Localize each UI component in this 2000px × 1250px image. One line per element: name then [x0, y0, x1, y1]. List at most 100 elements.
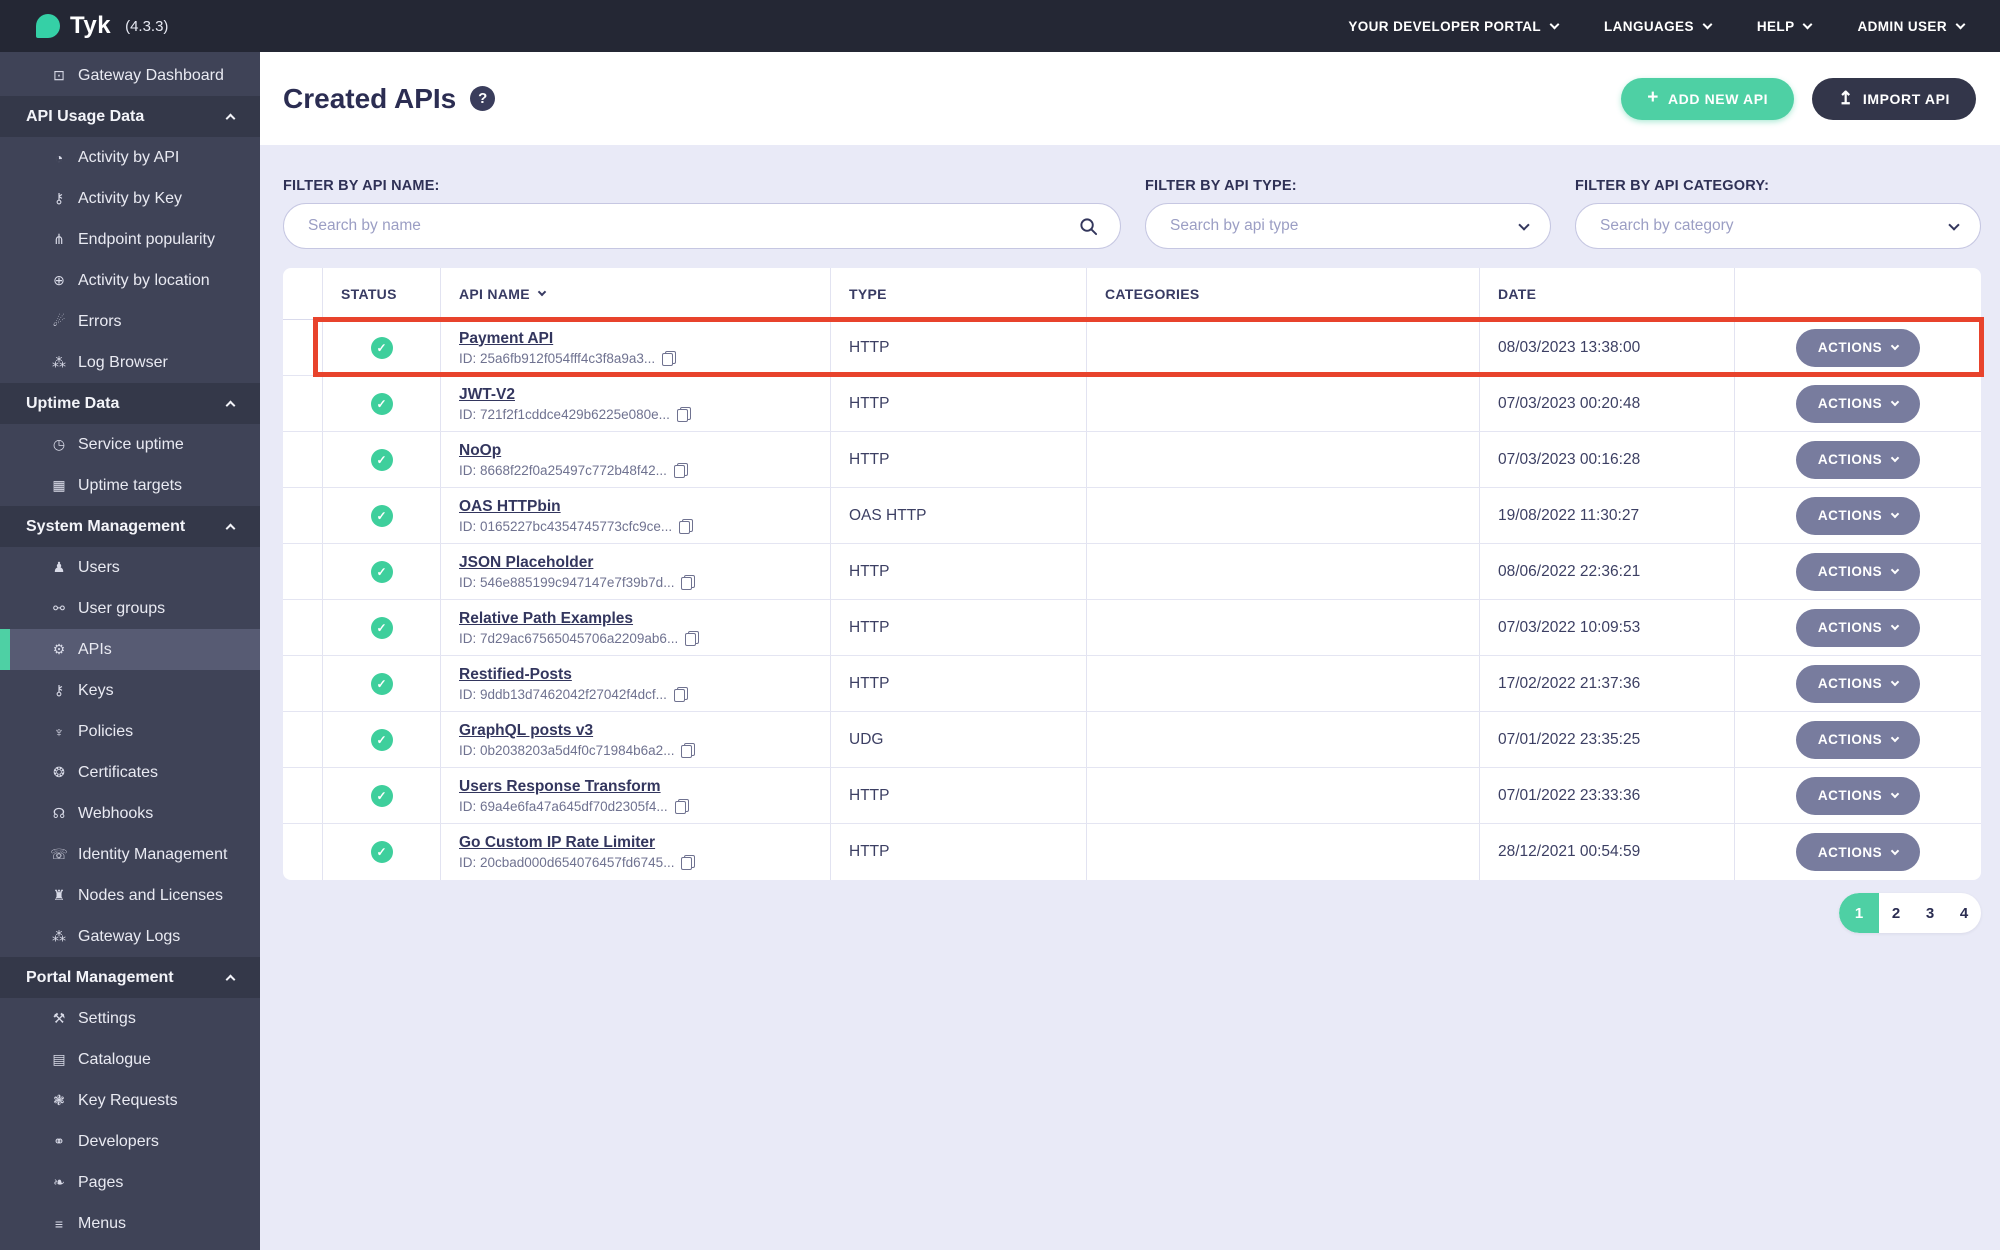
sidebar-item-apis[interactable]: ⚙ APIs [0, 629, 260, 670]
sidebar-item-label: Identity Management [78, 845, 228, 863]
col-api-name[interactable]: API NAME [441, 268, 831, 319]
page-button-3[interactable]: 3 [1925, 904, 1935, 922]
sidebar-item-log-browser[interactable]: ⁂ Log Browser [0, 342, 260, 383]
sidebar-item-pages[interactable]: ❧ Pages [0, 1162, 260, 1203]
sidebar-item-gateway-logs[interactable]: ⁂ Gateway Logs [0, 916, 260, 957]
sidebar-item-policies[interactable]: ♆ Policies [0, 711, 260, 752]
sidebar-item-activity-by-key[interactable]: ⚷ Activity by Key [0, 178, 260, 219]
api-name-link[interactable]: Relative Path Examples [459, 609, 634, 627]
bomb-icon: ☄ [52, 313, 66, 329]
actions-button[interactable]: ACTIONS [1795, 440, 1921, 479]
api-categories-cell [1087, 544, 1480, 599]
api-name-link[interactable]: JWT-V2 [459, 385, 515, 403]
sidebar-item-errors[interactable]: ☄ Errors [0, 301, 260, 342]
api-id-text: ID: 721f2f1cddce429b6225e080e... [459, 406, 670, 422]
certificate-icon: ❂ [53, 764, 65, 780]
actions-label: ACTIONS [1817, 676, 1883, 691]
page-button-4[interactable]: 4 [1959, 904, 1969, 922]
sidebar-item-developers[interactable]: ⚭ Developers [0, 1121, 260, 1162]
search-by-name-input[interactable] [308, 217, 1069, 235]
menu-languages[interactable]: LANGUAGES [1604, 19, 1713, 34]
actions-button[interactable]: ACTIONS [1795, 384, 1921, 423]
sidebar-item-key-requests[interactable]: ❃ Key Requests [0, 1080, 260, 1121]
status-active-icon: ✓ [370, 336, 393, 359]
sidebar-item-endpoint-popularity[interactable]: ⋔ Endpoint popularity [0, 219, 260, 260]
menu-developer-portal[interactable]: YOUR DEVELOPER PORTAL [1348, 18, 1560, 34]
sidebar-item-uptime-targets[interactable]: ▦ Uptime targets [0, 465, 260, 506]
actions-button[interactable]: ACTIONS [1795, 664, 1921, 703]
menu-developer-portal-label: YOUR DEVELOPER PORTAL [1348, 18, 1542, 34]
api-name-link[interactable]: GraphQL posts v3 [459, 721, 594, 739]
menu-help[interactable]: HELP [1757, 19, 1813, 34]
copy-icon[interactable] [673, 462, 688, 478]
sidebar-item-label: Developers [78, 1132, 159, 1150]
api-date-cell: 07/03/2023 00:16:28 [1480, 432, 1735, 487]
api-categories-cell [1087, 768, 1480, 823]
sidebar-item-identity-management[interactable]: ☏ Identity Management [0, 834, 260, 875]
sidebar-item-keys[interactable]: ⚷ Keys [0, 670, 260, 711]
actions-button[interactable]: ACTIONS [1795, 608, 1921, 647]
key-icon: ⚷ [53, 682, 65, 698]
api-categories-cell [1087, 824, 1480, 880]
page-button-2[interactable]: 2 [1891, 904, 1901, 922]
actions-button[interactable]: ACTIONS [1795, 496, 1921, 535]
api-name-link[interactable]: Restified-Posts [459, 665, 572, 683]
copy-icon[interactable] [662, 350, 677, 366]
api-categories-cell [1087, 600, 1480, 655]
sidebar-item-activity-by-location[interactable]: ⊕ Activity by location [0, 260, 260, 301]
api-name-link[interactable]: Users Response Transform [459, 777, 661, 795]
api-name-link[interactable]: OAS HTTPbin [459, 497, 561, 515]
api-type-cell: HTTP [831, 432, 1087, 487]
sidebar-item-catalogue[interactable]: ▤ Catalogue [0, 1039, 260, 1080]
sidebar-section-uptime-data[interactable]: Uptime Data [0, 383, 260, 424]
actions-button[interactable]: ACTIONS [1795, 720, 1921, 759]
actions-button[interactable]: ACTIONS [1795, 833, 1921, 871]
help-icon[interactable]: ? [470, 86, 496, 111]
chevron-down-icon [1890, 565, 1900, 575]
api-name-link[interactable]: Go Custom IP Rate Limiter [459, 834, 656, 851]
globe-icon: ⊕ [53, 272, 65, 288]
api-name-link[interactable]: NoOp [459, 441, 502, 459]
copy-icon[interactable] [673, 686, 688, 702]
sidebar-item-activity-by-api[interactable]: ◔ Activity by API [0, 137, 260, 178]
copy-icon[interactable] [674, 798, 689, 814]
api-date-cell: 08/06/2022 22:36:21 [1480, 544, 1735, 599]
api-name-link[interactable]: JSON Placeholder [459, 553, 594, 571]
api-name-link[interactable]: Payment API [459, 329, 554, 347]
copy-icon[interactable] [685, 630, 700, 646]
api-type-cell: OAS HTTP [831, 488, 1087, 543]
sidebar-item-settings[interactable]: ⚒ Settings [0, 998, 260, 1039]
api-id-text: ID: 9ddb13d7462042f27042f4dcf... [459, 686, 667, 702]
status-active-icon: ✓ [370, 728, 393, 751]
sidebar-item-menus[interactable]: ≡ Menus [0, 1203, 260, 1244]
copy-icon[interactable] [676, 406, 691, 422]
sidebar-item-nodes-and-licenses[interactable]: ♜ Nodes and Licenses [0, 875, 260, 916]
page-button-1[interactable]: 1 [1839, 893, 1879, 933]
add-new-api-button[interactable]: + ADD NEW API [1621, 77, 1795, 120]
actions-button[interactable]: ACTIONS [1795, 552, 1921, 591]
search-by-api-type-select[interactable]: Search by api type [1145, 203, 1551, 249]
import-api-button[interactable]: ↥ IMPORT API [1812, 77, 1976, 120]
actions-label: ACTIONS [1817, 340, 1883, 355]
copy-icon[interactable] [679, 518, 694, 534]
copy-icon[interactable] [681, 742, 696, 758]
sidebar-item-service-uptime[interactable]: ◷ Service uptime [0, 424, 260, 465]
sidebar-item-label: APIs [78, 640, 112, 658]
table-row: ✓ Users Response Transform ID: 69a4e6fa4… [283, 768, 1981, 824]
actions-button[interactable]: ACTIONS [1795, 328, 1921, 367]
actions-button[interactable]: ACTIONS [1795, 776, 1921, 815]
sidebar-section-system-management[interactable]: System Management [0, 506, 260, 547]
sidebar-item-certificates[interactable]: ❂ Certificates [0, 752, 260, 793]
sidebar-item-webhooks[interactable]: ☊ Webhooks [0, 793, 260, 834]
api-categories-cell [1087, 712, 1480, 767]
sidebar-item-user-groups[interactable]: ⚯ User groups [0, 588, 260, 629]
search-by-category-select[interactable]: Search by category [1575, 203, 1981, 249]
sidebar-item-users[interactable]: ♟ Users [0, 547, 260, 588]
sidebar-item-gateway-dashboard[interactable]: ⊡ Gateway Dashboard [0, 55, 260, 96]
api-type-cell: HTTP [831, 600, 1087, 655]
sidebar-section-api-usage-data[interactable]: API Usage Data [0, 96, 260, 137]
sidebar-section-portal-management[interactable]: Portal Management [0, 957, 260, 998]
copy-icon[interactable] [681, 574, 696, 590]
menu-admin-user[interactable]: ADMIN USER [1857, 19, 1966, 34]
copy-icon[interactable] [681, 855, 696, 870]
